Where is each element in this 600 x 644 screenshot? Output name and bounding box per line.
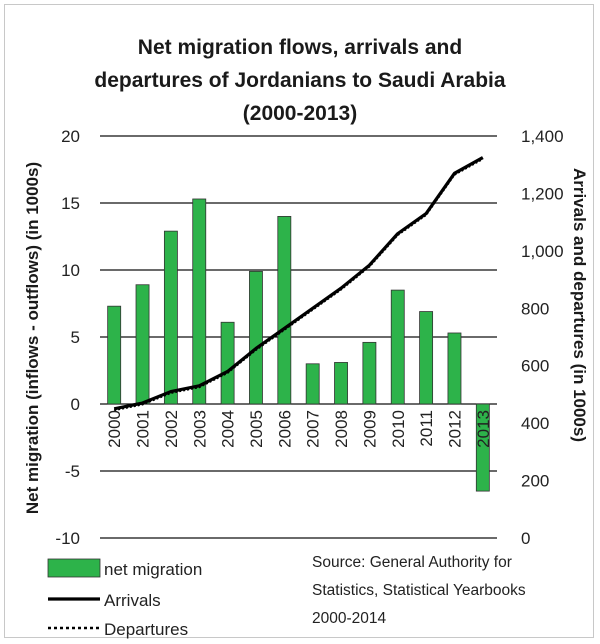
net-migration-bar [277,215,292,405]
series-lines [113,156,484,412]
x-tick-label: 2002 [162,410,181,448]
net-migration-bars [107,198,490,492]
left-axis-title: Net migration (inflows - outflows) (in 1… [23,162,42,514]
left-tick-label: 10 [61,261,80,280]
right-axis-ticks: 0 200 400 600 800 1,000 1,200 1,400 [521,127,564,548]
left-tick-label: 15 [61,194,80,213]
legend-label: Departures [104,620,188,639]
net-migration-bar [220,321,235,405]
right-tick-label: 600 [521,357,549,376]
left-tick-label: 0 [71,395,80,414]
x-tick-label: 2013 [474,410,493,448]
chart-title-line-1: Net migration flows, arrivals and [138,36,462,59]
net-migration-bar [334,362,348,405]
right-tick-label: 800 [521,299,549,318]
x-tick-label: 2010 [389,410,408,448]
left-tick-label: 20 [61,127,80,146]
x-tick-label: 2009 [360,410,379,448]
x-tick-label: 2000 [105,410,124,448]
x-tick-label: 2008 [332,410,351,448]
legend-label: Arrivals [104,591,161,610]
x-tick-label: 2012 [445,410,464,448]
left-tick-label: -5 [65,462,80,481]
right-tick-label: 1,000 [521,242,564,261]
chart-frame [4,4,594,638]
net-migration-bar [135,284,150,405]
net-migration-bar [419,311,434,405]
net-migration-bar [192,198,207,405]
legend-label: net migration [104,560,202,579]
net-migration-bar [249,270,263,405]
x-tick-label: 2006 [275,410,294,448]
x-tick-label: 2004 [219,410,238,448]
net-migration-bar [305,363,320,405]
x-tick-label: 2001 [134,410,153,448]
left-tick-label: -10 [55,529,80,548]
source-line-2: Statistics, Statistical Yearbooks [312,582,526,599]
right-tick-label: 400 [521,414,549,433]
x-tick-label: 2003 [190,410,209,448]
legend: net migration Arrivals Departures [47,558,202,639]
right-axis-title: Arrivals and departures (in 1000s) [570,168,589,442]
departures-line [113,158,484,412]
right-tick-label: 1,200 [521,184,564,203]
left-axis-ticks: -10 -5 0 5 10 15 20 [55,127,80,548]
source-note: Source: General Authority for Statistics… [312,554,526,627]
net-migration-bar [447,332,462,405]
net-migration-bar [390,289,405,405]
net-migration-bar [107,305,122,405]
source-line-3: 2000-2014 [312,610,387,627]
right-tick-label: 0 [521,529,530,548]
left-tick-label: 5 [71,328,80,347]
right-tick-label: 200 [521,472,549,491]
chart-title: Net migration flows, arrivals and depart… [94,36,505,125]
x-tick-label: 2005 [247,410,266,448]
chart-title-line-2: departures of Jordanians to Saudi Arabia [94,69,505,92]
net-migration-bar [163,230,178,405]
x-tick-label: 2011 [417,410,436,447]
net-migration-bar [362,341,377,405]
source-line-1: Source: General Authority for [312,554,512,571]
net-migration-bar [475,403,490,492]
right-tick-label: 1,400 [521,127,564,146]
arrivals-line [113,156,484,411]
legend-swatch-bar [47,558,101,578]
chart-title-line-3: (2000-2013) [243,102,357,125]
x-tick-label: 2007 [304,410,323,448]
x-axis-ticks: 2000 2001 2002 2003 2004 2005 2006 2007 2008 2009… [105,410,493,448]
